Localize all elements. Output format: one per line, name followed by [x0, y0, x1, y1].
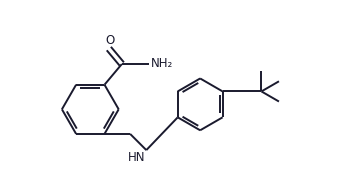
Text: O: O	[106, 34, 115, 47]
Text: NH₂: NH₂	[151, 57, 173, 70]
Text: HN: HN	[128, 151, 145, 164]
